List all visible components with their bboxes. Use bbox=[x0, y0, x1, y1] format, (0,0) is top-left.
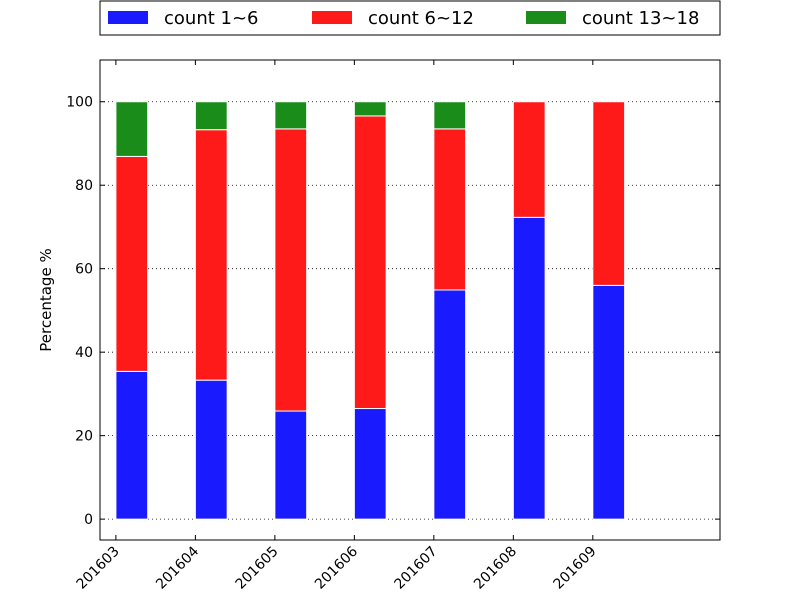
x-tick-label: 201603 bbox=[74, 544, 123, 593]
legend-label: count 13~18 bbox=[582, 8, 699, 29]
bar-segment bbox=[433, 289, 467, 520]
x-tick-label: 201606 bbox=[312, 543, 361, 592]
bar-segment bbox=[592, 101, 626, 286]
bar-segment bbox=[274, 410, 308, 520]
x-tick-label: 201609 bbox=[551, 544, 600, 593]
bar-segment bbox=[512, 216, 546, 520]
y-tick-label: 0 bbox=[84, 512, 93, 528]
legend-label: count 1~6 bbox=[164, 8, 259, 29]
x-tick-label: 201605 bbox=[233, 544, 282, 593]
bar-segment bbox=[433, 101, 467, 130]
legend-frame bbox=[99, 0, 721, 36]
plot-frame bbox=[99, 59, 721, 541]
y-axis-ticks: 0 20 40 60 80 100 bbox=[66, 95, 720, 528]
bar-segment bbox=[194, 379, 228, 520]
legend: count 1~6 count 6~12 count 13~18 bbox=[99, 0, 721, 36]
bar-segment bbox=[194, 129, 228, 381]
legend-swatch bbox=[526, 11, 566, 24]
bar-segment bbox=[274, 128, 308, 412]
bar-segment bbox=[194, 101, 228, 131]
bar-segment bbox=[274, 101, 308, 130]
x-tick-label: 201604 bbox=[153, 543, 202, 592]
y-tick-label: 40 bbox=[75, 345, 93, 361]
bar-segment bbox=[115, 155, 149, 372]
bars bbox=[115, 101, 626, 520]
x-tick-label: 201608 bbox=[471, 544, 520, 593]
legend-swatch bbox=[312, 11, 352, 24]
bar-segment bbox=[115, 101, 149, 157]
bar-segment bbox=[433, 128, 467, 291]
y-tick-label: 20 bbox=[75, 429, 93, 445]
y-tick-label: 80 bbox=[75, 178, 93, 194]
y-axis-label: Percentage % bbox=[37, 248, 55, 351]
bar-segment bbox=[353, 101, 387, 117]
y-tick-label: 100 bbox=[66, 95, 93, 111]
legend-swatch bbox=[108, 11, 148, 24]
bar-segment bbox=[115, 370, 149, 520]
x-tick-label: 201607 bbox=[392, 544, 441, 593]
bar-segment bbox=[592, 284, 626, 520]
legend-label: count 6~12 bbox=[368, 8, 474, 29]
grid-lines bbox=[100, 101, 720, 520]
y-tick-label: 60 bbox=[75, 262, 93, 278]
bar-segment bbox=[512, 101, 546, 218]
bar-segment bbox=[353, 408, 387, 520]
bar-segment bbox=[353, 115, 387, 410]
